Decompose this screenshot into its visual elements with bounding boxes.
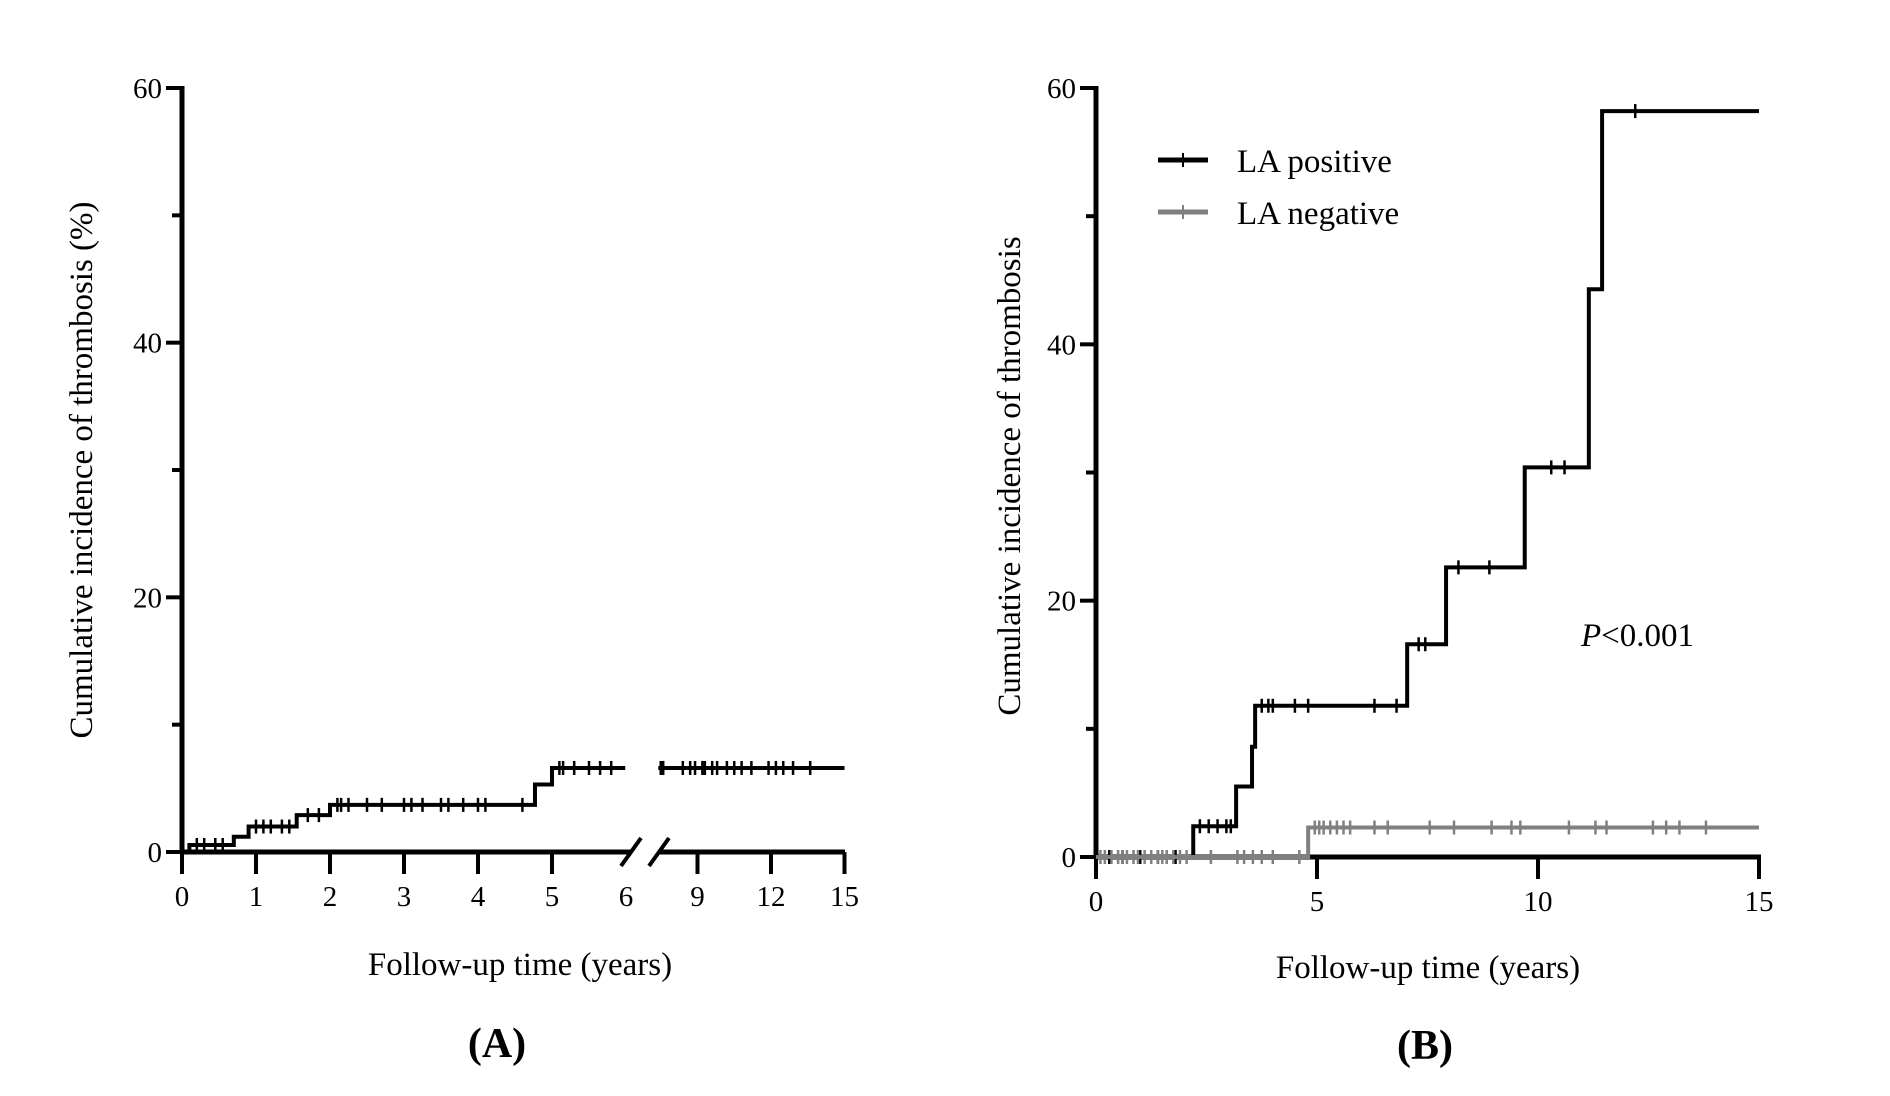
x-tick-label: 12 xyxy=(757,881,786,913)
x-tick-label: 2 xyxy=(323,881,338,913)
panel-b-ylabel: Cumulative incidence of thrombosis xyxy=(992,236,1028,715)
x-tick-label: 3 xyxy=(397,881,412,913)
panel-b-chart: 0 20 40 60 0 5 10 15 xyxy=(1047,73,1774,918)
y-tick-label: 60 xyxy=(1047,73,1076,105)
x-tick-label: 1 xyxy=(249,881,264,913)
series-line-la-positive xyxy=(1096,109,1759,859)
x-tick-label: 15 xyxy=(830,881,859,913)
panel-a-ylabel: Cumulative incidence of thrombosis (%) xyxy=(64,201,100,738)
p-value-annotation: P<0.001 xyxy=(1580,618,1694,654)
x-tick-label: 5 xyxy=(545,881,560,913)
panel-a-xlabel: Follow-up time (years) xyxy=(368,947,672,983)
x-tick-label: 9 xyxy=(690,881,705,913)
legend-label-la-positive: LA positive xyxy=(1237,144,1392,180)
legend: LA positive LA negative xyxy=(1158,144,1399,232)
x-tick-label: 0 xyxy=(175,881,190,913)
x-tick-label: 10 xyxy=(1524,886,1553,918)
x-tick-label: 15 xyxy=(1745,886,1774,918)
x-tick-label: 4 xyxy=(471,881,486,913)
y-tick-label: 20 xyxy=(133,582,162,614)
y-tick-label: 20 xyxy=(1047,586,1076,618)
y-tick-label: 40 xyxy=(133,328,162,360)
panel-b-label: (B) xyxy=(1397,1023,1453,1069)
panel-b-xlabel: Follow-up time (years) xyxy=(1276,950,1580,986)
x-tick-label: 0 xyxy=(1089,886,1104,918)
y-tick-label: 0 xyxy=(1062,842,1077,874)
panel-a-label: (A) xyxy=(468,1021,526,1067)
p-symbol: P xyxy=(1580,618,1601,654)
y-tick-label: 0 xyxy=(148,837,163,869)
series-line-cumulative-incidence xyxy=(182,765,626,854)
legend-label-la-negative: LA negative xyxy=(1237,196,1399,232)
series-line-la-negative xyxy=(1096,825,1759,859)
x-tick-label: 6 xyxy=(619,881,634,913)
x-tick-label: 5 xyxy=(1310,886,1325,918)
y-tick-label: 60 xyxy=(133,73,162,105)
axis-break-mark xyxy=(647,836,671,868)
p-value: <0.001 xyxy=(1601,618,1694,654)
axis-break-mark xyxy=(619,836,643,868)
y-tick-label: 40 xyxy=(1047,329,1076,361)
